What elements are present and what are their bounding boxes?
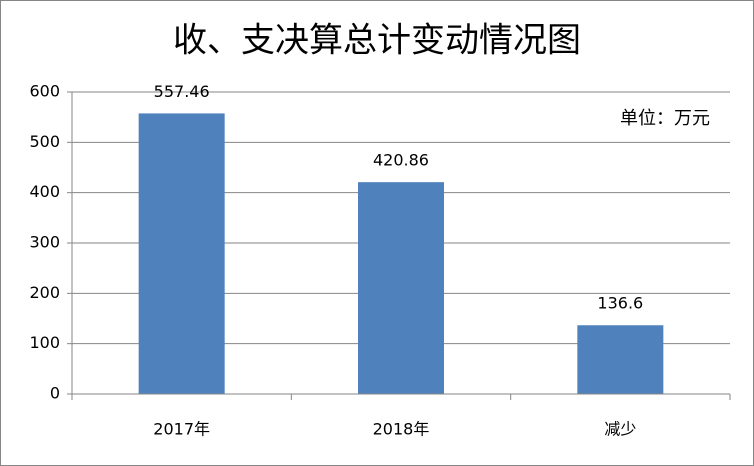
y-tick-label: 0 (50, 384, 60, 403)
value-label: 136.6 (597, 294, 643, 313)
x-tick-label: 减少 (604, 420, 636, 439)
y-tick-label: 500 (29, 132, 60, 151)
x-tick-label: 2018年 (373, 420, 430, 439)
bar (577, 325, 664, 394)
chart-title: 收、支决算总计变动情况图 (173, 21, 581, 61)
value-label: 557.46 (154, 82, 210, 101)
y-tick-label: 200 (29, 283, 60, 302)
value-label: 420.86 (373, 151, 429, 170)
annotation: 单位：万元 (620, 108, 710, 129)
bar (138, 113, 225, 394)
y-tick-label: 600 (29, 82, 60, 101)
y-tick-label: 100 (29, 333, 60, 352)
y-tick-label: 300 (29, 233, 60, 252)
x-tick-label: 2017年 (153, 420, 210, 439)
y-tick-label: 400 (29, 182, 60, 201)
bar (358, 182, 444, 394)
